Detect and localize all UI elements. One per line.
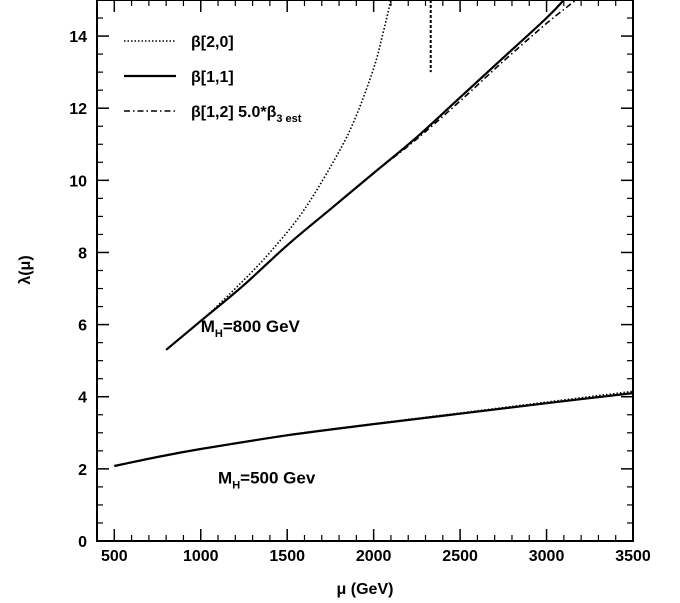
- x-tick-label-2000: 2000: [356, 548, 392, 565]
- legend-label-beta12-main: β[1,2] 5.0*β: [191, 104, 277, 121]
- annotation-0: MH=800 GeV: [201, 317, 301, 340]
- y-tick-label-8: 8: [78, 245, 87, 262]
- legend-label-beta20: β[2,0]: [191, 34, 234, 51]
- axis-ticks: [97, 0, 634, 542]
- annotation-sub: H: [232, 479, 240, 491]
- y-tick-label-12: 12: [69, 101, 87, 118]
- legend-label-beta12: β[1,2] 5.0*β3 est: [191, 104, 302, 125]
- series-layer: [114, 0, 634, 468]
- y-tick-label-6: 6: [78, 318, 87, 335]
- series-line-2-dashdot: [165, 0, 577, 351]
- y-tick-label-4: 4: [78, 390, 87, 407]
- x-tick-label-3000: 3000: [529, 548, 565, 565]
- annotation-rest: =800 GeV: [223, 317, 301, 336]
- x-axis-label: μ (GeV): [337, 581, 394, 598]
- x-tick-label-3500: 3500: [615, 548, 651, 565]
- y-tick-label-10: 10: [69, 173, 87, 190]
- x-tick-label-2500: 2500: [442, 548, 478, 565]
- legend-label-beta12-sub: 3 est: [276, 113, 301, 125]
- x-tick-label-1000: 1000: [183, 548, 219, 565]
- annotation-rest: =500 Gev: [240, 468, 316, 487]
- annotation-main: M: [201, 317, 215, 336]
- y-tick-label-0: 0: [78, 534, 87, 551]
- y-tick-label-14: 14: [69, 29, 87, 46]
- legend-label-beta11: β[1,1]: [191, 69, 234, 86]
- annotation-main: M: [218, 468, 232, 487]
- axis-tick-labels: 500 1000 1500 2000 2500 3000 3500 0 2 4 6 8 10 12 14: [69, 29, 651, 565]
- annotation-1: MH=500 Gev: [218, 468, 316, 491]
- y-tick-label-2: 2: [78, 462, 87, 479]
- annotation-sub: H: [215, 328, 223, 340]
- y-axis-label: λ(μ): [17, 255, 34, 284]
- series-line-5-dotted: [114, 390, 634, 467]
- x-tick-label-1500: 1500: [269, 548, 305, 565]
- series-line-4-solid: [114, 392, 634, 468]
- legend: β[2,0] β[1,1] β[1,2] 5.0*β3 est: [124, 34, 302, 125]
- plot-frame: [96, 0, 634, 542]
- x-tick-label-500: 500: [101, 548, 128, 565]
- series-line-0-dotted: [165, 0, 392, 351]
- series-line-1-solid: [165, 0, 565, 351]
